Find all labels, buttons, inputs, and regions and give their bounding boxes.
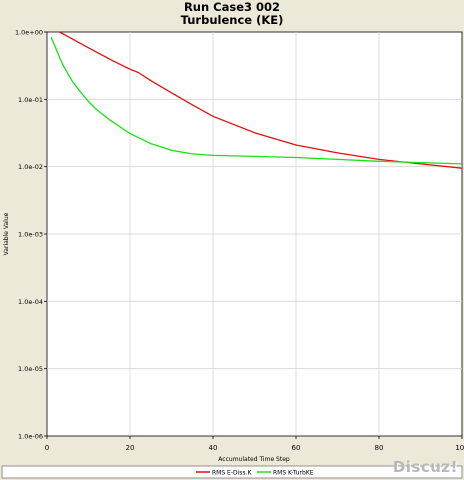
watermark-logo: Discuz! [392,458,458,476]
legend [1,465,463,479]
y-tick-label: 1.0e-04 [18,298,43,306]
x-tick-label: 0 [45,444,49,452]
series-line-1 [59,31,463,169]
chart-subtitle: Turbulence (KE) [181,13,284,27]
x-tick-label: 40 [209,444,218,452]
legend-items: RMS E-Diss.K RMS K-TurbKE [196,470,314,477]
x-tick-label: 100 [455,444,464,452]
x-tick-label: 80 [375,444,384,452]
y-tick-label: 1.0e-01 [18,96,43,104]
series-layer [50,31,463,169]
series-line-2 [50,37,463,165]
legend-label-1: RMS E-Diss.K [212,470,252,477]
y-tick-label: 1.0e+00 [15,29,43,37]
y-tick-label: 1.0e-02 [18,163,43,171]
x-axis-label: Accumulated Time Step [218,456,290,463]
y-axis-label: Variable Value [3,212,10,255]
legend-label-2: RMS K-TurbKE [273,470,314,477]
y-tick-label: 1.0e-06 [18,433,43,441]
chart-title: Run Case3 002 [184,0,280,14]
x-tick-label: 60 [292,444,301,452]
grid-lines [47,32,462,436]
axis-ticks: 0 20 40 60 80 100 1.0e-06 1.0e-05 1.0e-04 1.0e-03… [15,29,464,453]
x-tick-label: 20 [126,444,135,452]
y-tick-label: 1.0e-05 [18,365,43,373]
y-tick-label: 1.0e-03 [18,231,43,239]
